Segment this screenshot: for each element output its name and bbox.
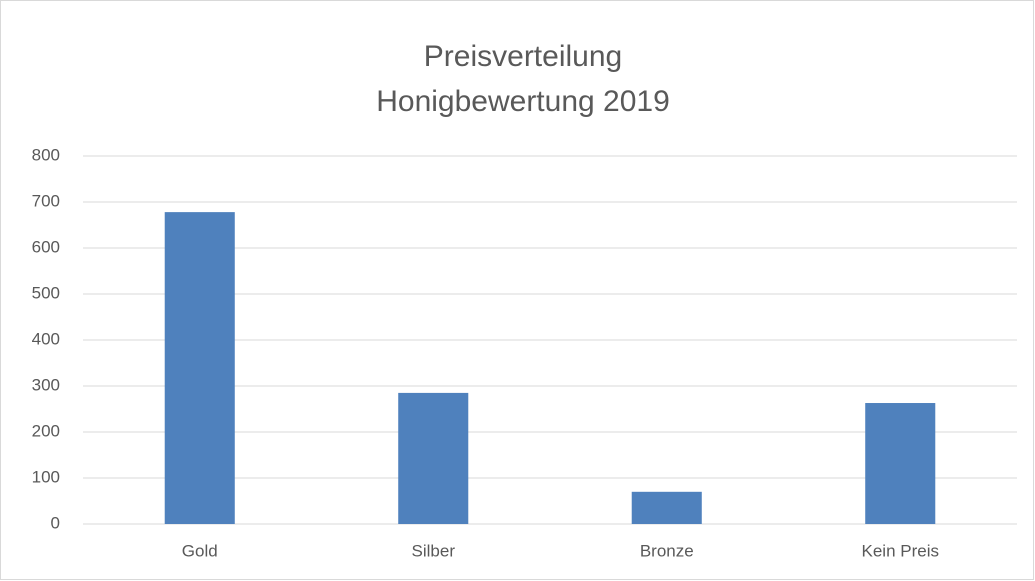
y-tick-label: 200 — [32, 421, 60, 440]
x-tick-label: Bronze — [640, 541, 694, 560]
chart-title: Preisverteilung — [424, 40, 622, 73]
y-tick-label: 0 — [51, 513, 60, 532]
y-tick-label: 800 — [32, 145, 60, 164]
y-tick-label: 500 — [32, 283, 60, 302]
y-tick-label: 300 — [32, 375, 60, 394]
x-tick-label: Gold — [182, 541, 218, 560]
chart-subtitle: Honigbewertung 2019 — [376, 85, 670, 118]
x-tick-label: Silber — [412, 541, 456, 560]
bar — [865, 403, 936, 524]
y-tick-label: 600 — [32, 237, 60, 256]
y-tick-label: 100 — [32, 467, 60, 486]
x-tick-label: Kein Preis — [862, 541, 939, 560]
y-tick-label: 400 — [32, 329, 60, 348]
bar — [631, 491, 702, 524]
bar — [164, 212, 235, 524]
y-tick-label: 700 — [32, 191, 60, 210]
bar — [398, 392, 469, 524]
